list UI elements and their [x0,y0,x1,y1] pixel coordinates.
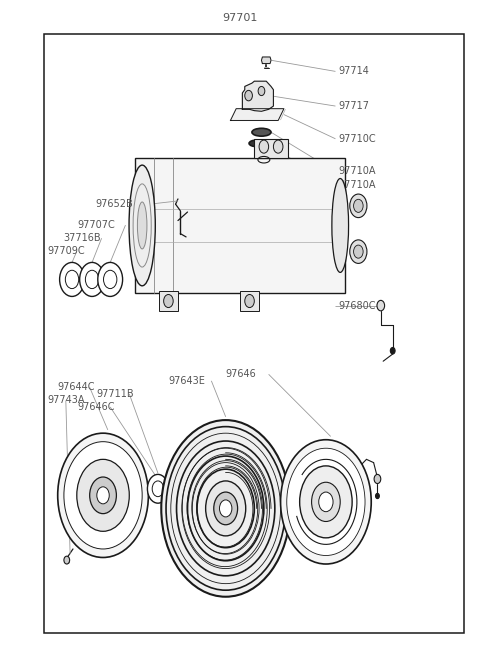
Circle shape [104,270,117,288]
Circle shape [147,474,168,503]
Circle shape [258,87,265,96]
Circle shape [85,270,99,288]
Text: 97646C: 97646C [78,402,115,412]
Text: 97710A: 97710A [338,166,376,177]
Circle shape [375,493,379,499]
Circle shape [354,245,363,258]
Text: 97707C: 97707C [78,220,116,230]
Circle shape [287,448,365,556]
Circle shape [274,140,283,153]
Circle shape [64,442,142,549]
Text: 97680C: 97680C [338,301,376,311]
Circle shape [319,492,333,512]
Circle shape [64,556,70,564]
Circle shape [60,262,84,296]
Circle shape [214,492,238,525]
Circle shape [90,477,116,514]
Text: 97710A: 97710A [338,179,376,190]
Circle shape [312,482,340,522]
Ellipse shape [249,140,264,147]
Circle shape [205,481,246,536]
Circle shape [65,270,79,288]
Circle shape [350,240,367,263]
Circle shape [152,481,164,497]
Circle shape [161,420,290,597]
Text: 97709C: 97709C [48,246,85,256]
Circle shape [374,474,381,484]
Circle shape [354,199,363,212]
Polygon shape [230,108,284,120]
Bar [240,291,259,311]
Bar [254,139,288,158]
Polygon shape [242,81,274,111]
Circle shape [245,91,252,101]
Text: 97644C: 97644C [57,382,95,392]
Text: 97717: 97717 [338,101,369,111]
Circle shape [219,500,232,517]
Text: 97714: 97714 [338,66,369,76]
Bar [135,158,345,292]
Text: 37716B: 37716B [63,233,101,243]
Circle shape [77,459,129,532]
Text: 97701: 97701 [222,13,258,24]
Circle shape [164,294,173,307]
Text: 97743A: 97743A [48,396,85,405]
Ellipse shape [252,128,271,136]
Circle shape [259,140,269,153]
Circle shape [281,440,371,564]
Ellipse shape [137,202,147,249]
Circle shape [350,194,367,217]
Bar [44,34,464,633]
Circle shape [98,262,122,296]
Circle shape [58,433,148,558]
Circle shape [300,466,352,538]
Circle shape [377,300,384,311]
Text: 97643E: 97643E [168,376,205,386]
Bar [159,291,178,311]
Circle shape [390,348,395,354]
Circle shape [97,487,109,504]
Text: 97652B: 97652B [95,199,132,209]
Ellipse shape [332,179,348,273]
Text: 97711B: 97711B [97,389,134,399]
Circle shape [80,262,105,296]
Text: 97710C: 97710C [338,134,376,144]
Polygon shape [262,57,271,64]
Circle shape [245,294,254,307]
Ellipse shape [129,165,156,286]
Text: 97646: 97646 [226,369,256,379]
